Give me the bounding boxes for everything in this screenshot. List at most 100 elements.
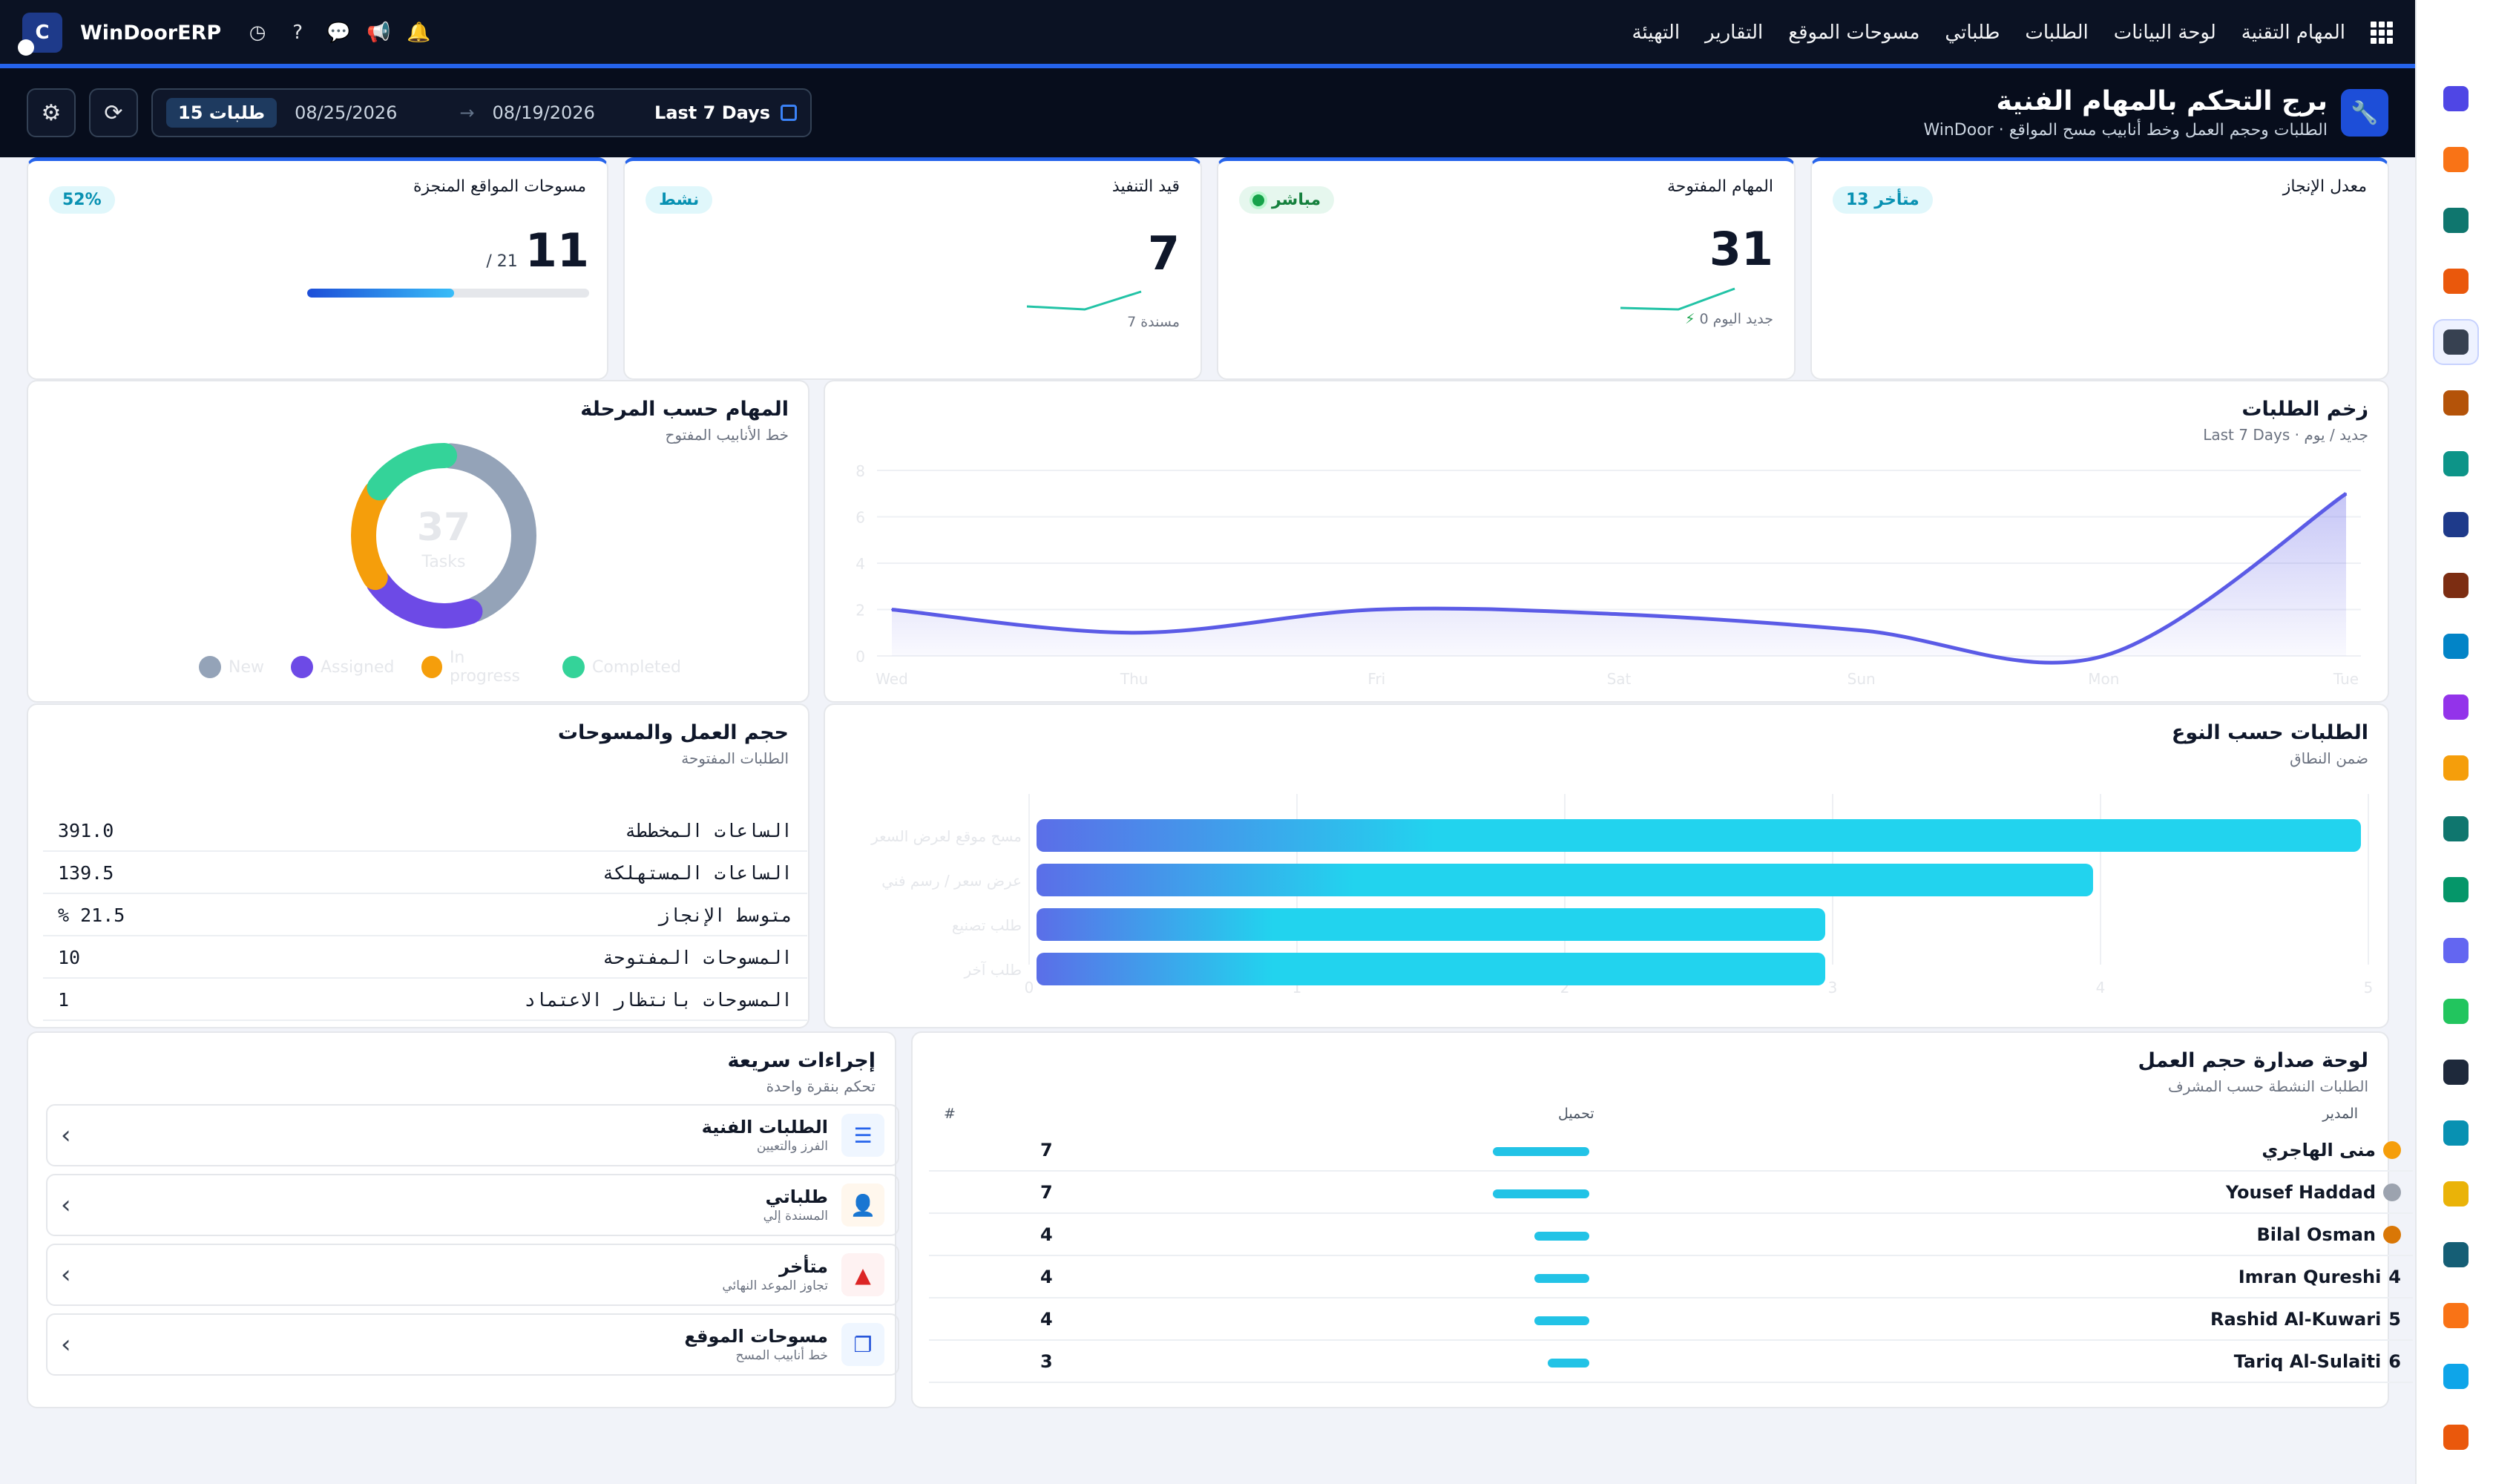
quick-action-0[interactable]: ‹ ☰ الطلبات الفنية الفرز والتعيين [46,1104,899,1166]
chat-icon[interactable]: 💬 [326,22,351,44]
chevron-left-icon: ‹ [61,1260,71,1290]
nav-reports[interactable]: التقارير [1705,22,1764,44]
bar[interactable] [1037,819,2361,852]
accent-line [0,64,2415,68]
sidebar-app-16[interactable] [2434,1051,2477,1094]
sidebar-app-13[interactable] [2434,868,2477,911]
load-bar [1534,1274,1589,1283]
legend-item[interactable]: In progress [421,649,536,686]
help-icon[interactable]: ? [292,22,303,44]
sidebar-app-20[interactable] [2434,1294,2477,1337]
sidebar-app-7[interactable] [2434,503,2477,546]
legend-swatch [562,656,585,678]
page-title: برج التحكم بالمهام الفنية [1996,86,2328,116]
bar[interactable] [1037,864,2093,896]
leaderboard-row[interactable]: Yousef Haddad 7 [929,1172,2413,1214]
sidebar-app-19[interactable] [2434,1233,2477,1276]
data-point[interactable] [891,608,893,611]
sidebar-app-2[interactable] [2434,199,2477,242]
nav-requests[interactable]: الطلبات [2025,22,2089,44]
sidebar-app-9[interactable] [2434,625,2477,668]
sidebar-app-17[interactable] [2434,1112,2477,1155]
sidebar-app-0[interactable] [2434,77,2477,120]
user-icon: 👤 [841,1183,884,1227]
refresh-button[interactable]: ⟳ [89,88,138,137]
donut-slice-in-progress[interactable] [351,480,389,591]
sidebar-app-5[interactable] [2434,381,2477,424]
sidebar-app-10[interactable] [2434,686,2477,729]
settings-button[interactable]: ⚙ [27,88,76,137]
bell-icon[interactable]: 🔔 [407,22,431,44]
medal-icon [2383,1226,2401,1244]
brand-name[interactable]: WinDoorERP [80,21,222,45]
active-count: 4 [1040,1267,1053,1287]
data-point[interactable] [1133,631,1135,634]
clock-icon[interactable]: ◷ [249,22,266,44]
m-icon [2443,86,2469,111]
calendar-icon [781,105,797,121]
leaderboard-row[interactable]: 6 Tariq Al-Sulaiti 3 [929,1341,2413,1383]
date-range-picker[interactable]: 15 طلبات 08/25/2026 → 08/19/2026 Last 7 … [151,88,812,137]
sidebar-app-21[interactable] [2434,1355,2477,1398]
y-tick-label: عرض سعر / رسم فني [881,872,1022,890]
active-count: 7 [1040,1182,1053,1203]
leaderboard-row[interactable]: Bilal Osman 4 [929,1214,2413,1256]
sidebar-app-8[interactable] [2434,564,2477,607]
legend-item[interactable]: New [199,649,264,686]
sidebar-app-22[interactable] [2434,1416,2477,1459]
donut-slice-completed[interactable] [367,443,458,501]
quick-action-title: الطلبات الفنية [701,1117,828,1137]
quick-action-subtitle: الفرز والتعيين [756,1139,828,1154]
sidebar-app-6[interactable] [2434,442,2477,485]
donut-slice-assigned[interactable] [366,570,483,628]
data-point[interactable] [1618,613,1620,615]
data-point[interactable] [2345,493,2347,495]
requests-momentum-card: زخم الطلبات Last 7 Days · جديد / يوم 0 2 4… [824,380,2389,703]
sidebar-app-1[interactable] [2434,138,2477,181]
donut-slice-new[interactable] [438,443,536,622]
header-controls: ⚙ ⟳ 15 طلبات 08/25/2026 → 08/19/2026 Las… [27,88,812,137]
medal-icon [2383,1183,2401,1201]
quick-action-2[interactable]: ‹ ▲ متأخر تجاوز الموعد النهائي [46,1244,899,1306]
sidebar-app-18[interactable] [2434,1172,2477,1215]
quick-action-3[interactable]: ‹ ❐ مسوحات الموقع خط أنابيب المسح [46,1313,899,1376]
nav-my-requests[interactable]: طلباتي [1945,22,2000,44]
nav-configuration[interactable]: التهيئة [1632,22,1681,44]
leaderboard-row[interactable]: 5 Rashid Al-Kuwari 4 [929,1298,2413,1341]
check-icon [2443,451,2469,476]
data-point[interactable] [1860,629,1862,631]
sidebar-app-14[interactable] [2434,929,2477,972]
load-bar [1493,1147,1589,1156]
legend-item[interactable]: Assigned [291,649,395,686]
card-subtitle: الطلبات النشطة حسب المشرف [2167,1077,2368,1095]
donut-center-label: Tasks [421,553,466,571]
nav-dashboard[interactable]: لوحة البيانات [2113,22,2216,44]
sidebar-app-11[interactable] [2434,746,2477,789]
y-tick-label: مسح موقع لعرض السعر [870,827,1022,845]
quick-action-1[interactable]: ‹ 👤 طلباتي المسندة إلي [46,1174,899,1236]
sidebar-app-4[interactable] [2434,321,2477,364]
kpi-note-text: 0 جديد اليوم [1699,311,1773,327]
quick-actions-card: إجراءات سريعة تحكم بنقرة واحدة ‹ ☰ الطلبات… [27,1031,899,1408]
sidebar-app-12[interactable] [2434,807,2477,850]
x-tick-label: Mon [2088,670,2119,688]
legend-item[interactable]: Completed [562,649,681,686]
bar[interactable] [1037,908,1825,941]
quick-action-text: مسوحات الموقع خط أنابيب المسح [684,1326,828,1363]
workload-value: 10 [58,946,81,968]
brand-logo[interactable]: C [18,13,62,56]
kpi-open-tasks: المهام المفتوحة مباشر 31 ⚡ 0 جديد اليوم [1217,157,1796,380]
apps-grid-icon[interactable] [2371,22,2393,44]
nav-site-surveys[interactable]: مسوحات الموقع [1788,22,1920,44]
leaderboard-row[interactable]: منى الهاجري 7 [929,1129,2413,1172]
data-point[interactable] [2103,655,2105,657]
date-preset[interactable]: Last 7 Days [654,102,797,123]
megaphone-icon[interactable]: 📢 [367,22,391,44]
sidebar-app-3[interactable] [2434,260,2477,303]
sidebar-app-15[interactable] [2434,990,2477,1033]
workload-row: 1 المسوحات بانتظار الاعتماد [43,979,807,1021]
nav-technical-tasks[interactable]: المهام التقنية [2241,22,2345,44]
data-point[interactable] [1376,608,1378,611]
leaderboard-row[interactable]: 4 Imran Qureshi 4 [929,1256,2413,1298]
bar[interactable] [1037,953,1825,985]
